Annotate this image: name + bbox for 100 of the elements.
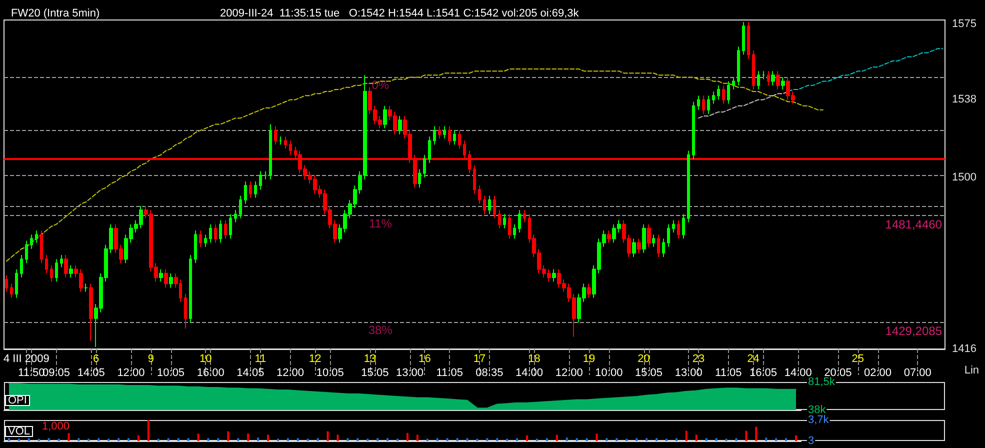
- candlestick: [10, 283, 13, 298]
- candlestick: [478, 185, 481, 204]
- candlestick: [781, 76, 785, 90]
- bar: [177, 438, 180, 441]
- candlestick: [254, 180, 257, 198]
- candlestick: [189, 254, 192, 323]
- bar: [675, 438, 678, 441]
- text: Lin: [964, 364, 980, 376]
- candlestick: [214, 224, 217, 244]
- bar: [187, 438, 190, 441]
- candlestick: [637, 238, 641, 254]
- x-tick-label: 23: [692, 353, 705, 365]
- candlestick: [647, 224, 651, 248]
- bar: [118, 438, 120, 441]
- bar: [745, 430, 748, 441]
- x-tick-label: 4 III 2009: [3, 353, 50, 365]
- bar: [616, 438, 618, 441]
- candlestick: [30, 234, 33, 250]
- candlestick: [209, 224, 212, 244]
- bar: [98, 438, 100, 441]
- bar: [566, 438, 568, 441]
- x-tick-label: 12: [309, 353, 322, 365]
- candlestick: [274, 126, 277, 146]
- candlestick: [498, 210, 501, 229]
- bar: [685, 430, 688, 441]
- bar: [336, 434, 339, 441]
- candlestick: [717, 84, 720, 100]
- candlestick: [229, 214, 232, 240]
- x-tick-label: 13:00: [396, 367, 424, 379]
- candlestick: [632, 238, 636, 258]
- candlestick: [757, 70, 760, 90]
- candlestick: [239, 195, 242, 219]
- x-tick-label: 14:00: [784, 367, 812, 379]
- candlestick: [45, 254, 48, 274]
- annotation: 1,000: [42, 420, 70, 432]
- candlestick: [692, 101, 695, 160]
- candlestick: [667, 224, 670, 248]
- candlestick: [488, 195, 491, 215]
- candlestick: [587, 283, 591, 298]
- x-tick-label: 19: [582, 353, 596, 365]
- x-tick-label: 07:00: [904, 367, 932, 379]
- candlestick: [249, 180, 252, 198]
- candlestick: [5, 274, 8, 292]
- candlestick: [448, 126, 451, 146]
- x-tick-label: 10:05: [157, 367, 185, 379]
- x-tick-label: 12:00: [276, 367, 304, 379]
- x-tick-label: 25: [852, 353, 864, 365]
- bar: [556, 434, 558, 441]
- bar: [546, 438, 548, 441]
- bar: [386, 438, 389, 441]
- candlestick: [244, 180, 247, 204]
- candlestick: [224, 220, 227, 240]
- bar: [516, 438, 518, 441]
- candlestick: [473, 164, 476, 194]
- candlestick: [279, 136, 282, 146]
- candlestick: [747, 22, 750, 60]
- x-tick-label: 02:00: [864, 367, 892, 379]
- annotation: 11%: [368, 216, 392, 230]
- candlestick: [284, 136, 287, 150]
- bar: [496, 438, 498, 441]
- x-tick-label: 13: [364, 353, 376, 365]
- y-tick-label: 81,5k: [808, 376, 836, 388]
- candlestick: [159, 268, 163, 282]
- candlestick: [513, 224, 516, 240]
- bar: [576, 438, 578, 441]
- x-tick-label: 11: [254, 353, 266, 365]
- bar: [735, 438, 738, 441]
- x-tick-label: 13:00: [674, 367, 702, 379]
- bar: [286, 438, 289, 441]
- bar: [68, 433, 70, 441]
- x-tick-label: 10:05: [316, 367, 344, 379]
- bar: [416, 434, 418, 441]
- candlestick: [767, 70, 770, 86]
- x-tick-label: 11:05: [436, 367, 463, 379]
- candlestick: [722, 84, 725, 104]
- x-tick-label: 16:05: [750, 367, 778, 379]
- candlestick: [164, 268, 168, 288]
- candlestick: [503, 214, 506, 229]
- bar: [227, 431, 230, 441]
- candlestick: [264, 170, 267, 180]
- candlestick: [483, 195, 486, 215]
- y-tick-label: 3,7k: [808, 414, 830, 426]
- candlestick: [752, 50, 755, 90]
- x-tick-label: 12:00: [117, 367, 145, 379]
- candlestick: [269, 124, 272, 180]
- x-tick-label: 14:00: [516, 367, 544, 379]
- bar: [456, 438, 458, 441]
- bar: [466, 438, 468, 441]
- bar: [356, 438, 359, 441]
- y-tick-label: 3: [808, 435, 814, 447]
- x-tick-label: 14:05: [236, 367, 264, 379]
- ref-line-label: 1429,2085: [885, 324, 942, 338]
- line-series: [6, 68, 824, 262]
- candlestick: [662, 238, 665, 258]
- bar: [636, 438, 638, 441]
- candlestick: [25, 240, 28, 264]
- candlestick: [418, 168, 421, 188]
- candlestick: [194, 230, 197, 264]
- candlestick: [776, 70, 780, 90]
- candlestick: [523, 210, 526, 223]
